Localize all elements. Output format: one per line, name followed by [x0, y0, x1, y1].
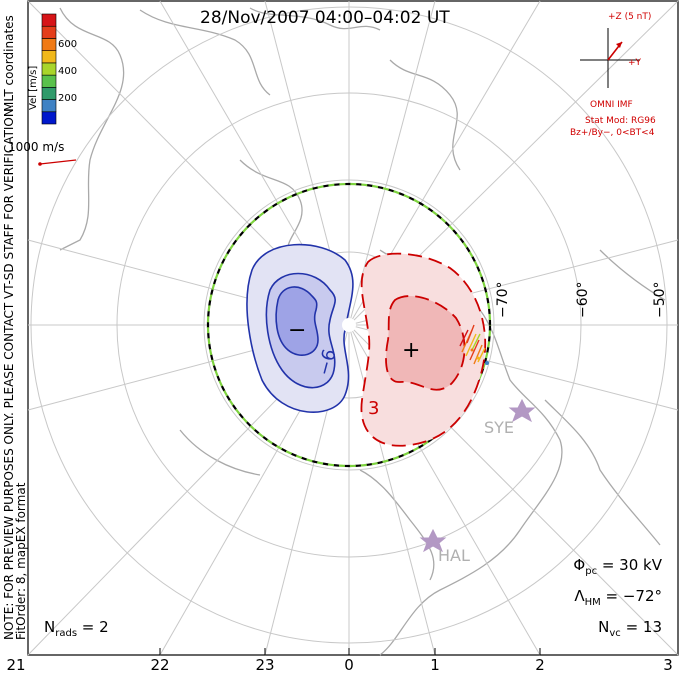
mlat-label-50: −50° [652, 281, 668, 318]
nrads-value: = 2 [77, 618, 109, 636]
colorbar-tick-600: 600 [58, 39, 78, 50]
mlt-label-1: 1 [430, 656, 440, 674]
plot-title: 28/Nov/2007 04:00–04:02 UT [200, 8, 450, 28]
station-sye: SYE [484, 418, 515, 437]
lambda-symbol: Λ [574, 587, 585, 605]
mlt-label-3: 3 [663, 656, 673, 674]
imf-condition: Bz+/By−, 0<BT<4 [570, 128, 655, 138]
phi-value: = 30 kV [597, 556, 662, 574]
phi-subscript: pc [585, 566, 598, 577]
imf-source: OMNI IMF [590, 100, 633, 110]
imf-z-label: +Z (5 nT) [608, 12, 652, 22]
colorbar [41, 13, 57, 125]
colorbar-swatch [41, 38, 57, 51]
colorbar-unit: Vel [m/s] [28, 65, 39, 110]
plot-frame [27, 0, 679, 656]
mlat-label-60: −60° [575, 281, 591, 318]
min-potential-marker: − [288, 318, 307, 343]
nvc-subscript: vc [609, 628, 621, 639]
colorbar-swatch [41, 25, 57, 39]
imf-y-label: +Y [628, 58, 642, 68]
mlat-label-70: −70° [495, 281, 511, 318]
max-potential-marker: + [402, 338, 421, 363]
hm-boundary-green [206, 182, 492, 468]
nvc-value: = 13 [620, 618, 662, 636]
station-markers [419, 398, 536, 553]
mlt-label-0: 0 [344, 656, 354, 674]
phi-symbol: Φ [573, 556, 586, 574]
station-hal: HAL [438, 546, 470, 565]
colorbar-swatch [41, 99, 57, 113]
lambda-subscript: HM [584, 597, 601, 608]
vector-legend-dot [38, 162, 42, 166]
colorbar-swatch [41, 87, 57, 100]
pole-marker [342, 318, 356, 332]
fit-order-text: FitOrder: 8, mapEX format [14, 482, 28, 640]
radar-count: Nrads = 2 [44, 618, 109, 639]
nvc-symbol: N [598, 618, 610, 636]
mlt-axis: 21 22 23 0 1 2 3 [0, 656, 680, 674]
colorbar-tick-400: 400 [58, 66, 78, 77]
colorbar-swatch [41, 13, 57, 27]
colorbar-swatch [41, 111, 57, 125]
imf-model: Stat Mod: RG96 [585, 116, 656, 126]
negative-cell [246, 243, 354, 413]
mlt-label-23: 23 [255, 656, 275, 674]
positive-contour-label: 3 [368, 398, 380, 419]
vector-count: Nvc = 13 [598, 618, 662, 639]
colorbar-tick-200: 200 [58, 93, 78, 104]
lambda-value: = −72° [600, 587, 663, 605]
colorbar-swatch [41, 62, 57, 76]
positive-cell [360, 252, 487, 447]
vector-legend-line [39, 159, 77, 165]
velocity-vectors [459, 324, 489, 365]
coordinate-system-label: MLT coordinates [2, 15, 16, 112]
hm-latitude: ΛHM = −72° [574, 587, 662, 608]
mlt-ticks [159, 648, 541, 655]
colorbar-swatch [41, 74, 57, 88]
mlt-label-21: 21 [6, 656, 26, 674]
cross-polar-potential: Φpc = 30 kV [573, 556, 662, 577]
colorbar-swatch [41, 50, 57, 64]
nrads-symbol: N [44, 618, 56, 636]
nrads-subscript: rads [55, 628, 78, 639]
mlt-label-2: 2 [535, 656, 545, 674]
imf-clock [580, 28, 640, 88]
mlt-label-22: 22 [150, 656, 170, 674]
vector-legend-label: 1000 m/s [8, 140, 65, 154]
